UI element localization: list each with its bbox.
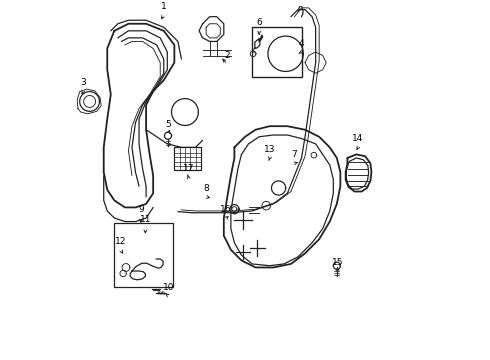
- Text: 6: 6: [256, 18, 262, 27]
- Text: 17: 17: [183, 164, 194, 173]
- Bar: [252, 27, 301, 77]
- Text: 15: 15: [332, 258, 343, 267]
- Bar: [174, 147, 201, 170]
- Text: 7: 7: [292, 150, 297, 159]
- Text: 8: 8: [203, 184, 209, 193]
- Text: 14: 14: [352, 134, 364, 143]
- Bar: [114, 223, 172, 287]
- Text: 4: 4: [299, 39, 304, 48]
- Text: 12: 12: [115, 237, 126, 246]
- Text: 13: 13: [264, 145, 275, 154]
- Text: 3: 3: [80, 78, 86, 87]
- Text: 16: 16: [220, 206, 231, 215]
- Text: 2: 2: [224, 51, 230, 60]
- Text: 1: 1: [161, 2, 167, 11]
- Text: 9: 9: [138, 205, 144, 214]
- Text: 11: 11: [140, 215, 151, 224]
- Text: 5: 5: [166, 120, 171, 129]
- Text: 10: 10: [163, 283, 175, 292]
